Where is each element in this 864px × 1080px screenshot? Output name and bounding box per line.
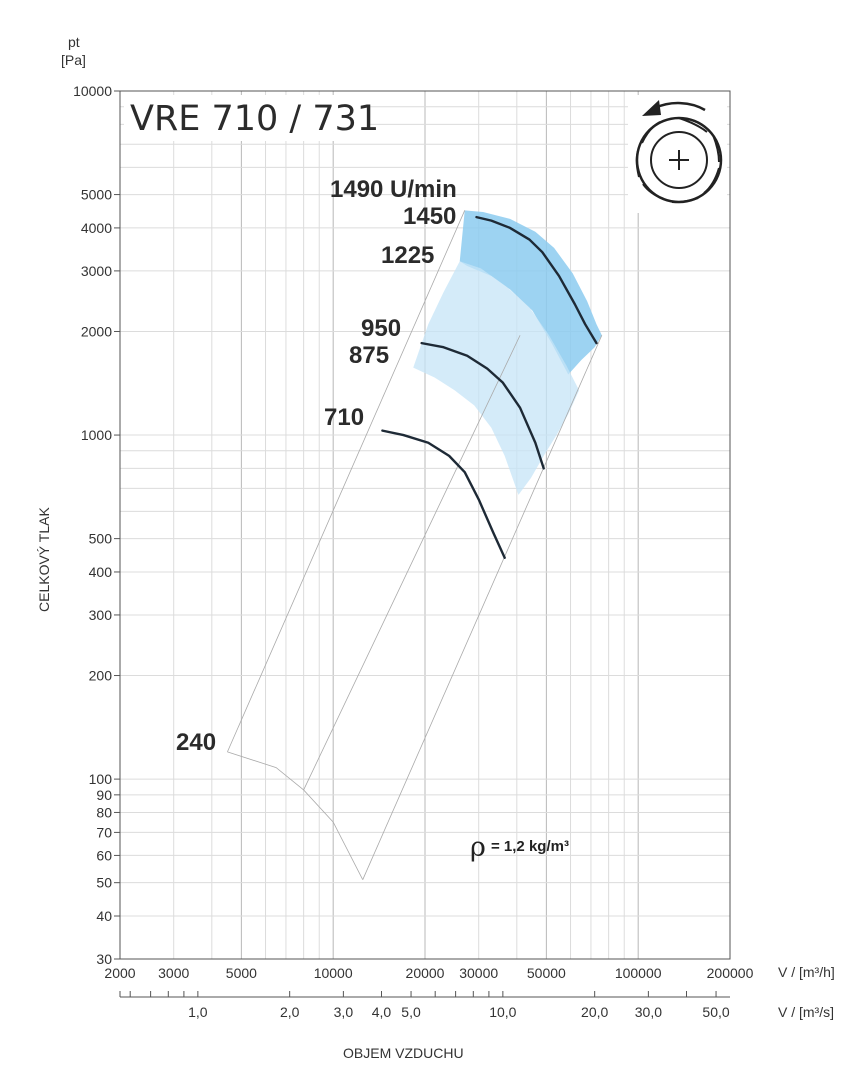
y-tick-label: 300 [89, 607, 113, 623]
x-tick-label-m3h: 3000 [158, 965, 189, 981]
x-tick-label-m3h: 10000 [314, 965, 353, 981]
y-tick-label: 3000 [81, 263, 112, 279]
x-tick-label-m3h: 50000 [527, 965, 566, 981]
x-tick-label-m3h: 20000 [406, 965, 445, 981]
x-tick-label-m3h: 2000 [104, 965, 135, 981]
y-tick-label: 50 [96, 875, 112, 891]
fan-curve-710 [381, 429, 506, 559]
x-tick-labels-m3h: 2000 3000 5000 10000 20000 30000 50000 100000 20… [104, 965, 753, 981]
y-tick-label: 30 [96, 951, 112, 967]
density-symbol: ρ [470, 832, 486, 863]
x-tick-label-m3s: 5,0 [401, 1004, 421, 1020]
title-box [124, 95, 367, 141]
speed-label-950: 950 [361, 315, 401, 342]
y-tick-label: 60 [96, 847, 112, 863]
envelope-line-2 [362, 335, 603, 880]
y-tick-labels: 10000 5000 4000 3000 2000 1000 500 400 300 200 100… [73, 83, 120, 967]
density-label: = 1,2 kg/m³ [491, 838, 569, 855]
x-unit-m3h: V / [m³/h] [778, 964, 835, 980]
x-unit-m3s: V / [m³/s] [778, 1004, 834, 1020]
speed-label-1450: 1450 [403, 203, 456, 230]
y-unit-bottom: [Pa] [61, 52, 86, 68]
y-tick-label: 70 [96, 824, 112, 840]
speed-label-1225: 1225 [381, 242, 434, 269]
envelope-line-3 [227, 751, 364, 880]
y-tick-label: 1000 [81, 427, 112, 443]
envelope-line-0 [227, 210, 466, 753]
x-tick-label-m3s: 30,0 [635, 1004, 662, 1020]
x-axis-title: OBJEM VZDUCHU [343, 1045, 464, 1061]
envelope-lines [227, 210, 603, 880]
x-tick-label-m3h: 200000 [707, 965, 754, 981]
y-axis-title: CELKOVÝ TLAK [36, 507, 52, 612]
y-tick-label: 90 [96, 787, 112, 803]
fan-rotation-icon [628, 95, 727, 213]
x-tick-label-m3h: 30000 [459, 965, 498, 981]
envelope-line-1 [303, 335, 521, 791]
y-tick-label: 400 [89, 564, 113, 580]
speed-labels: 1490 U/min 1450 1225 950 875 710 240 [176, 176, 457, 756]
chart-title: VRE 710 / 731 [130, 99, 379, 139]
x-tick-label-m3s: 20,0 [581, 1004, 608, 1020]
y-tick-label: 80 [96, 804, 112, 820]
fan-curve-1450 [475, 215, 598, 345]
fan-curves [381, 215, 598, 559]
y-tick-label: 2000 [81, 323, 112, 339]
x-tick-label-m3s: 3,0 [334, 1004, 354, 1020]
y-tick-label: 100 [89, 771, 113, 787]
x-tick-label-m3s: 4,0 [372, 1004, 392, 1020]
fan-curve-950 [420, 341, 545, 470]
y-tick-label: 40 [96, 908, 112, 924]
y-unit-top: pt [68, 34, 80, 50]
speed-label-1490: 1490 U/min [330, 176, 457, 203]
y-tick-label: 10000 [73, 83, 112, 99]
y-tick-label: 200 [89, 668, 113, 684]
x-tick-label-m3s: 10,0 [489, 1004, 516, 1020]
x-tick-label-m3s: 2,0 [280, 1004, 300, 1020]
x-tick-label-m3h: 5000 [226, 965, 257, 981]
x-tick-label-m3h: 100000 [615, 965, 662, 981]
x-tick-labels-m3s: 1,0 2,0 3,0 4,0 5,0 10,0 20,0 30,0 50,0 [119, 991, 730, 1020]
x-tick-label-m3s: 1,0 [188, 1004, 208, 1020]
y-tick-label: 500 [89, 531, 113, 547]
plot-frame [119, 90, 731, 960]
x-tick-label-m3s: 50,0 [702, 1004, 729, 1020]
speed-label-710: 710 [324, 404, 364, 431]
speed-label-240: 240 [176, 729, 216, 756]
y-tick-label: 5000 [81, 187, 112, 203]
operating-band-0 [459, 210, 602, 375]
y-tick-label: 4000 [81, 220, 112, 236]
speed-label-875: 875 [349, 342, 389, 369]
